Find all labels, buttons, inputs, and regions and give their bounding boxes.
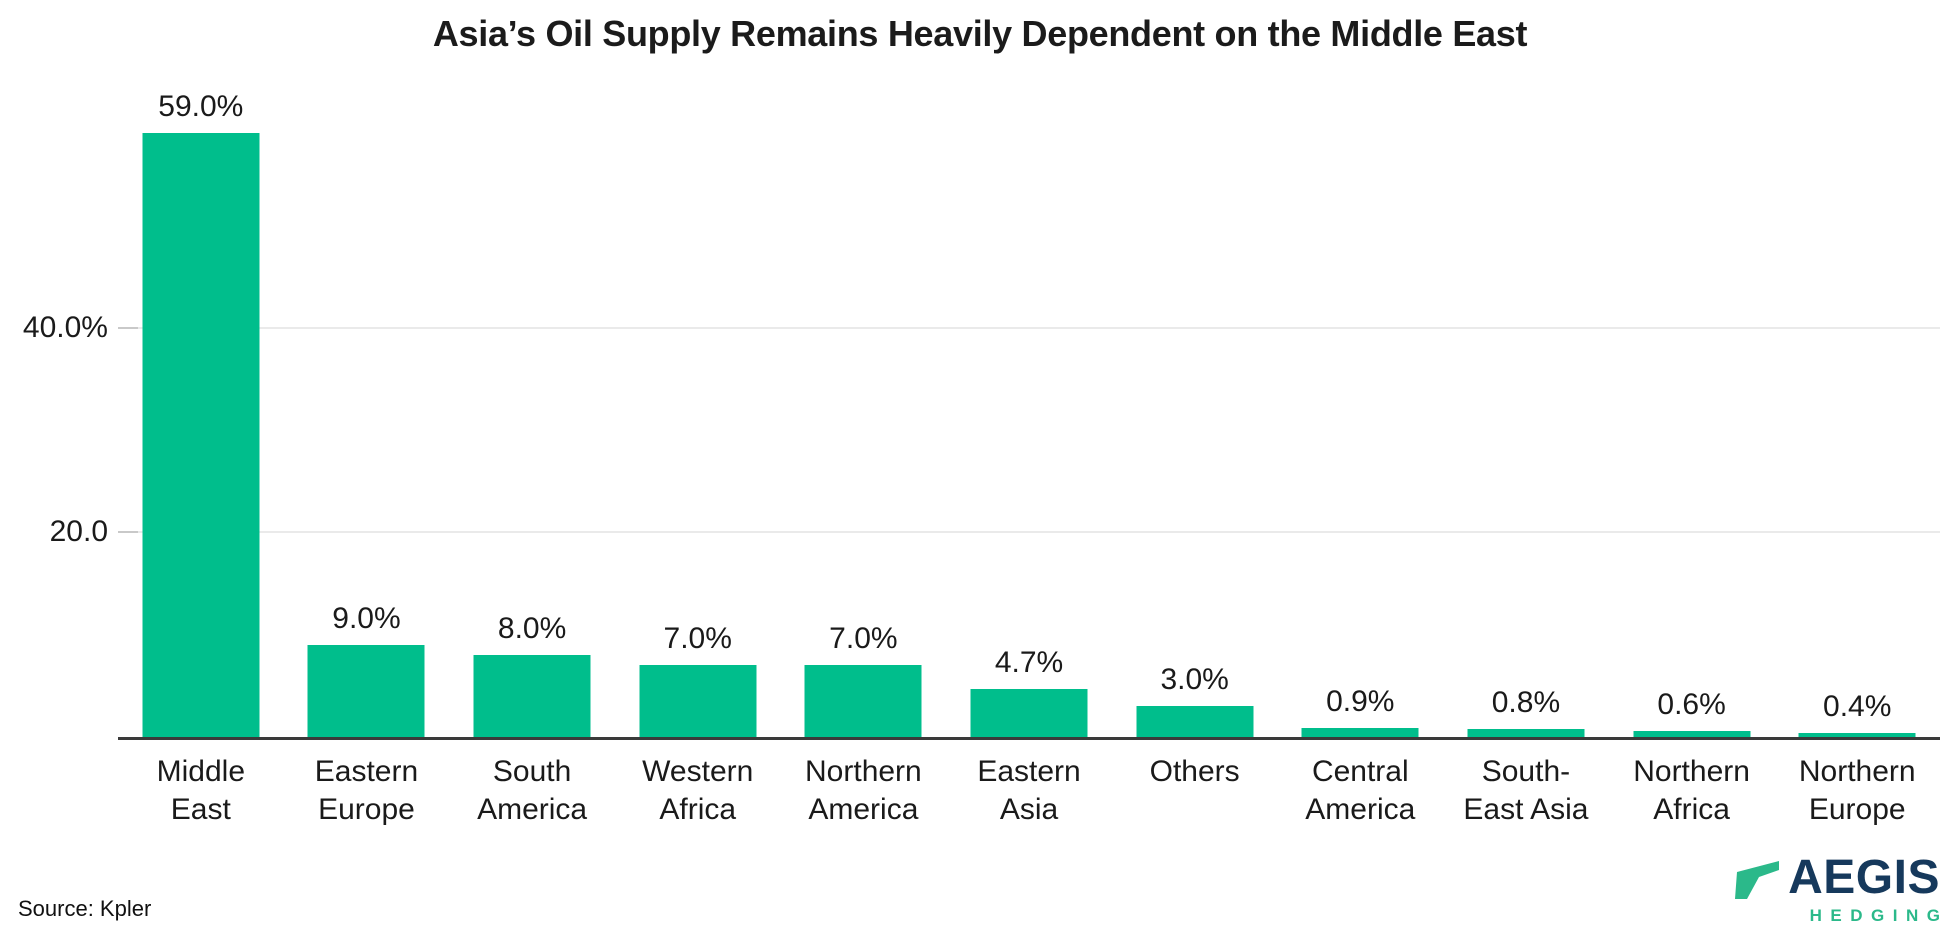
bar xyxy=(142,133,260,737)
bar xyxy=(1136,706,1254,737)
bar-value-label: 0.4% xyxy=(1823,689,1892,723)
flag-shape xyxy=(1735,861,1780,899)
gridline xyxy=(118,531,1940,534)
bar-value-label: 0.8% xyxy=(1491,685,1561,719)
bar-value-label: 9.0% xyxy=(332,601,401,635)
x-axis-category-label: Central America xyxy=(1305,755,1416,826)
bar xyxy=(473,655,591,737)
x-axis-baseline xyxy=(118,737,1940,740)
bar xyxy=(1301,727,1419,737)
aegis-logo: AEGIS HEDGING xyxy=(1732,851,1940,926)
y-axis: 20.0 40.0% xyxy=(0,123,108,737)
x-axis-category-label: Western Africa xyxy=(642,755,754,826)
bar-value-label: 0.9% xyxy=(1326,684,1395,718)
bar-column: 9.0% Eastern Europe xyxy=(284,123,450,826)
bar-column: 0.8% South- East Asia xyxy=(1443,123,1609,826)
bar-column: 4.7% Eastern Asia xyxy=(946,123,1112,826)
x-axis-category-label: Eastern Asia xyxy=(977,755,1081,826)
bar-value-label: 7.0% xyxy=(663,622,732,656)
y-tick-label: 20.0 xyxy=(49,515,108,549)
bar xyxy=(1467,728,1585,737)
bar-column: 8.0% South America xyxy=(449,123,615,826)
logo-brand-text: AEGIS xyxy=(1788,851,1940,904)
bar-column: 7.0% Northern America xyxy=(781,123,947,826)
bar-column: 0.9% Central America xyxy=(1277,123,1443,826)
x-axis-category-label: Middle East xyxy=(156,755,245,826)
bar xyxy=(307,644,425,737)
bar xyxy=(1798,732,1916,737)
bar-column: 0.6% Northern Africa xyxy=(1609,123,1775,826)
plot-area: 59.0% Middle East 9.0% Eastern Europe 8.0% So… xyxy=(118,90,1940,826)
bar-column: 59.0% Middle East xyxy=(118,90,284,826)
source-note: Source: Kpler xyxy=(18,896,152,921)
bar xyxy=(970,688,1088,737)
gridline xyxy=(118,326,1940,329)
bar-value-label: 0.6% xyxy=(1657,687,1726,721)
x-axis-category-label: Eastern Europe xyxy=(314,755,419,826)
bar-value-label: 7.0% xyxy=(829,622,898,656)
bar xyxy=(639,665,757,737)
x-axis-category-label: Northern Africa xyxy=(1633,755,1750,826)
y-tick-label: 40.0% xyxy=(22,310,108,344)
logo-tagline-text: HEDGING xyxy=(1809,906,1949,925)
x-axis-category-label: Others xyxy=(1149,755,1240,788)
bar-value-label: 3.0% xyxy=(1160,663,1229,697)
bar-value-label: 4.7% xyxy=(994,645,1064,679)
bar-value-label: 8.0% xyxy=(497,612,567,646)
x-axis-category-label: Northern America xyxy=(805,755,922,826)
bar-column: 3.0% Others xyxy=(1112,123,1278,788)
logo-top-row: AEGIS xyxy=(1732,851,1940,904)
bar xyxy=(804,665,922,737)
x-axis-category-label: South- East Asia xyxy=(1463,755,1589,826)
chart-title: Asia’s Oil Supply Remains Heavily Depend… xyxy=(432,13,1528,54)
bar-value-label: 59.0% xyxy=(158,90,244,124)
bar-column: 7.0% Western Africa xyxy=(615,123,781,826)
x-axis-category-label: Northern Europe xyxy=(1798,755,1916,826)
bar-column: 0.4% Northern Europe xyxy=(1774,123,1940,826)
aegis-flag-icon xyxy=(1735,861,1780,899)
bar xyxy=(1633,730,1751,737)
x-axis-category-label: South America xyxy=(477,755,588,826)
